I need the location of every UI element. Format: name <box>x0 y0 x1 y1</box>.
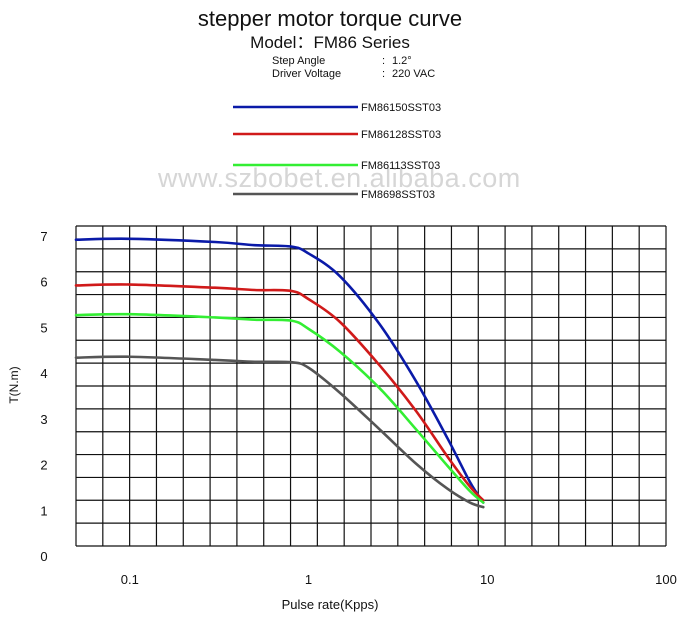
y-tick-label: 2 <box>40 458 47 473</box>
x-axis-label: Pulse rate(Kpps) <box>281 597 379 612</box>
y-tick-label: 1 <box>40 503 47 518</box>
spec-sep-driver-voltage: : <box>382 68 386 80</box>
series-line-fm86113sst03 <box>74 312 485 504</box>
series-line-fm86150sst03 <box>74 237 485 504</box>
chart-subtitle: Model：FM86 Series <box>250 33 410 52</box>
watermark-text: www.szbobet.en.alibaba.com <box>158 163 521 193</box>
y-tick-label: 3 <box>40 412 47 427</box>
x-tick-label: 100 <box>655 572 677 587</box>
legend-label: FM86150SST03 <box>361 102 441 114</box>
chart-title: stepper motor torque curve <box>197 6 463 31</box>
y-axis-label: T(N.m) <box>7 366 21 404</box>
legend-label: FM86113SST03 <box>361 160 440 172</box>
series-line-fm8698sst03 <box>74 355 485 509</box>
spec-value-driver-voltage: 220 VAC <box>392 68 436 80</box>
series-line-fm86128sst03 <box>74 283 485 502</box>
y-tick-label: 0 <box>40 549 47 564</box>
spec-value-step-angle: 1.2° <box>392 55 412 67</box>
y-tick-label: 6 <box>40 275 47 290</box>
legend-label: FM86128SST03 <box>361 129 441 141</box>
spec-label-driver-voltage: Driver Voltage <box>272 68 342 80</box>
y-tick-label: 4 <box>40 366 47 381</box>
x-tick-label: 10 <box>480 572 494 587</box>
spec-label-step-angle: Step Angle <box>272 55 326 67</box>
y-tick-label: 5 <box>40 320 47 335</box>
spec-sep-step-angle: : <box>382 55 386 67</box>
x-tick-label: 0.1 <box>121 572 139 587</box>
legend-label: FM8698SST03 <box>361 189 435 201</box>
y-tick-label: 7 <box>40 229 47 244</box>
x-tick-label: 1 <box>305 572 312 587</box>
